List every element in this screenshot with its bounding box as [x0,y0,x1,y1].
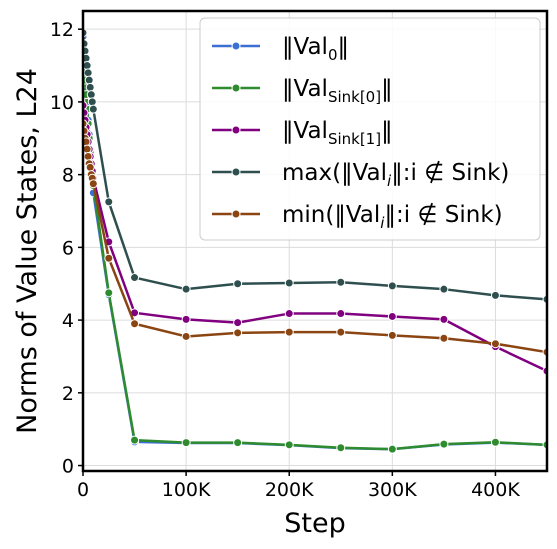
x-tick-label: 400K [471,479,520,501]
x-axis-label: Step [284,508,345,539]
data-point-maxval [439,284,449,294]
legend-item-sink0: ‖ValSink[0]‖ [212,76,393,106]
legend-marker [231,167,241,177]
data-point-sink1 [336,309,346,319]
y-tick-label: 6 [62,237,74,259]
y-tick-label: 4 [62,310,74,332]
data-point-minval [85,162,95,172]
data-point-minval [439,333,449,343]
series-minval [83,119,547,357]
data-point-minval [83,151,93,161]
data-point-sink1 [387,311,397,321]
data-point-minval [104,253,114,263]
data-point-sink0 [130,435,140,445]
y-axis-ticks: 0 2 4 6 8 10 12 [50,19,83,478]
data-point-maxval [85,82,95,92]
legend-marker [231,209,241,219]
data-point-minval [83,144,92,154]
series-group [83,28,547,454]
y-tick-label: 10 [50,92,74,114]
data-point-minval [490,339,500,349]
legend-item-sink1: ‖ValSink[1]‖ [212,118,393,148]
data-point-sink0 [233,438,243,448]
data-point-maxval [83,61,92,71]
legend-marker [231,41,241,51]
data-point-maxval [181,284,191,294]
data-point-sink1 [284,309,294,319]
data-point-maxval [84,75,94,85]
y-tick-label: 12 [50,19,74,41]
data-point-minval [181,331,191,341]
data-point-maxval [284,278,294,288]
data-point-maxval [86,90,96,100]
series-maxval [83,28,547,304]
x-tick-label: 100K [162,479,211,501]
legend-label: max(‖Vali‖:i ∉ Sink) [282,160,509,190]
legend-marker [231,83,241,93]
x-tick-label: 200K [265,479,314,501]
legend-item-minval: min(‖Vali‖:i ∉ Sink) [212,202,503,232]
data-point-minval [387,330,397,340]
data-point-sink0 [181,438,191,448]
data-point-maxval [387,281,397,291]
data-point-maxval [490,290,500,300]
data-point-sink1 [233,318,243,328]
legend-marker [231,125,241,135]
data-point-sink0 [104,288,114,298]
data-point-sink0 [490,437,500,447]
data-point-minval [336,327,346,337]
x-tick-label: 300K [368,479,417,501]
legend-label: ‖ValSink[1]‖ [282,118,393,148]
data-point-sink0 [284,440,294,450]
y-tick-label: 2 [62,383,74,405]
data-point-maxval [130,273,140,283]
data-point-maxval [336,277,346,287]
legend-label: min(‖Vali‖:i ∉ Sink) [282,202,503,232]
legend-label: ‖Val0‖ [282,34,349,64]
data-point-sink0 [439,439,449,449]
legend-label: ‖ValSink[0]‖ [282,76,393,106]
x-axis-ticks: 0 100K 200K 300K 400K [77,471,520,501]
y-axis-label: Norms of Value States, L24 [12,68,43,434]
data-point-maxval [88,104,98,114]
data-point-maxval [87,97,97,107]
legend-item-maxval: max(‖Vali‖:i ∉ Sink) [212,160,509,190]
x-tick-label: 0 [77,479,89,501]
data-point-minval [233,328,243,338]
data-point-maxval [83,68,93,78]
data-point-minval [88,179,98,189]
data-point-minval [284,327,294,337]
legend: ‖Val0‖ ‖ValSink[0]‖ ‖ValSink[1]‖ max(‖Vali‖… [199,17,541,241]
legend-box [199,17,541,241]
data-point-sink0 [336,443,346,453]
legend-item-val0: ‖Val0‖ [212,34,349,64]
data-point-sink1 [181,314,191,324]
series-layer [83,28,547,454]
data-point-sink1 [439,314,449,324]
data-point-maxval [233,279,243,289]
data-point-maxval [104,197,114,207]
data-point-sink0 [387,444,397,454]
plot-frame [81,9,549,473]
y-tick-label: 8 [62,165,74,187]
y-tick-label: 0 [62,456,74,478]
data-point-minval [130,319,140,329]
